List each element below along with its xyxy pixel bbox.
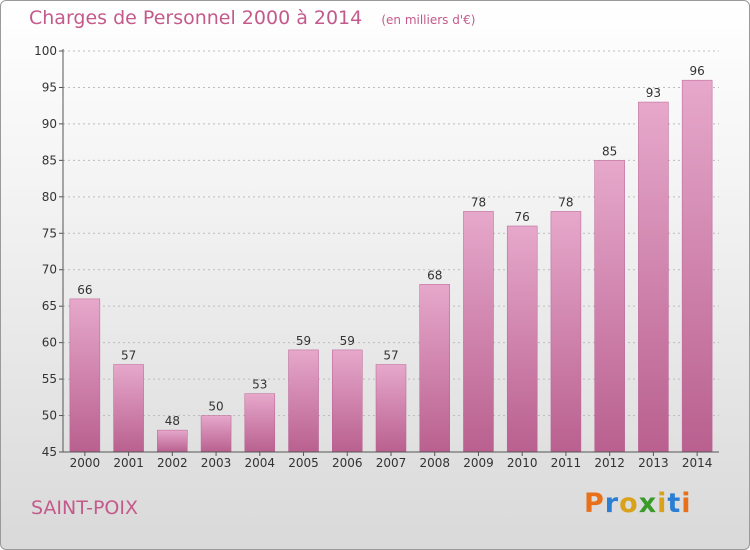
y-tick-label: 65 bbox=[42, 299, 57, 313]
bar bbox=[200, 415, 232, 453]
x-tick-label: 2004 bbox=[245, 456, 276, 470]
bar bbox=[419, 284, 450, 453]
logo-letter: t bbox=[667, 488, 682, 519]
y-tick-label: 85 bbox=[42, 153, 57, 167]
bar bbox=[69, 298, 101, 453]
x-tick-label: 2012 bbox=[594, 456, 625, 470]
data-label: 53 bbox=[252, 378, 267, 392]
x-tick-label: 2008 bbox=[419, 456, 450, 470]
bar bbox=[288, 349, 319, 453]
logo-letter: i bbox=[681, 488, 692, 519]
bar bbox=[375, 364, 407, 453]
labels: 45 50 55 60 65 70 75 80 85 90 95 100 66 2000 57 2001 48 2… bbox=[34, 44, 712, 470]
bar bbox=[244, 393, 276, 453]
y-tick-label: 100 bbox=[34, 44, 57, 58]
data-label: 93 bbox=[646, 86, 661, 100]
data-label: 50 bbox=[208, 400, 223, 414]
x-tick-label: 2005 bbox=[288, 456, 319, 470]
title-row: Charges de Personnel 2000 à 2014 (en mil… bbox=[29, 7, 475, 29]
y-tick-label: 55 bbox=[42, 372, 57, 386]
y-tick-label: 90 bbox=[42, 117, 57, 131]
x-tick-label: 2002 bbox=[157, 456, 188, 470]
y-tick-label: 95 bbox=[42, 80, 57, 94]
logo-letter: P bbox=[584, 488, 605, 519]
y-tick-label: 80 bbox=[42, 190, 57, 204]
x-tick-label: 2003 bbox=[201, 456, 232, 470]
y-tick-label: 45 bbox=[42, 445, 57, 459]
chart-subtitle: (en milliers d'€) bbox=[381, 13, 476, 27]
bar bbox=[332, 349, 363, 453]
data-label: 59 bbox=[340, 334, 355, 348]
logo-letter: x bbox=[638, 488, 658, 519]
data-label: 78 bbox=[558, 195, 573, 209]
x-tick-label: 2014 bbox=[682, 456, 713, 470]
bar bbox=[506, 225, 538, 453]
x-tick-label: 2013 bbox=[638, 456, 669, 470]
x-tick-label: 2000 bbox=[70, 456, 101, 470]
data-label: 96 bbox=[689, 64, 704, 78]
data-label: 59 bbox=[296, 334, 311, 348]
bar bbox=[638, 101, 669, 453]
data-label: 57 bbox=[121, 349, 136, 363]
x-tick-label: 2010 bbox=[507, 456, 538, 470]
bar bbox=[550, 211, 582, 453]
bar bbox=[594, 160, 625, 453]
bar bbox=[157, 429, 188, 453]
y-tick-label: 75 bbox=[42, 226, 57, 240]
axes bbox=[59, 49, 719, 456]
logo-letter: o bbox=[619, 488, 639, 519]
x-tick-label: 2009 bbox=[463, 456, 494, 470]
proxiti-logo: Proxiti bbox=[584, 488, 692, 519]
chart-title: Charges de Personnel 2000 à 2014 bbox=[29, 7, 363, 29]
bar bbox=[681, 79, 713, 453]
data-label: 48 bbox=[165, 414, 180, 428]
y-tick-label: 50 bbox=[42, 409, 57, 423]
logo-letter: r bbox=[604, 488, 620, 519]
bars bbox=[69, 79, 713, 453]
x-tick-label: 2011 bbox=[551, 456, 582, 470]
data-label: 85 bbox=[602, 144, 617, 158]
bar bbox=[463, 211, 494, 453]
data-label: 78 bbox=[471, 195, 486, 209]
data-label: 76 bbox=[515, 210, 530, 224]
x-tick-label: 2001 bbox=[113, 456, 144, 470]
bar bbox=[113, 364, 144, 453]
data-label: 66 bbox=[77, 283, 92, 297]
x-tick-label: 2006 bbox=[332, 456, 363, 470]
commune-name: SAINT-POIX bbox=[31, 497, 138, 519]
logo-letter: i bbox=[657, 488, 668, 519]
data-label: 68 bbox=[427, 268, 442, 282]
y-tick-label: 70 bbox=[42, 263, 57, 277]
y-tick-label: 60 bbox=[42, 336, 57, 350]
data-label: 57 bbox=[383, 349, 398, 363]
x-tick-label: 2007 bbox=[376, 456, 407, 470]
